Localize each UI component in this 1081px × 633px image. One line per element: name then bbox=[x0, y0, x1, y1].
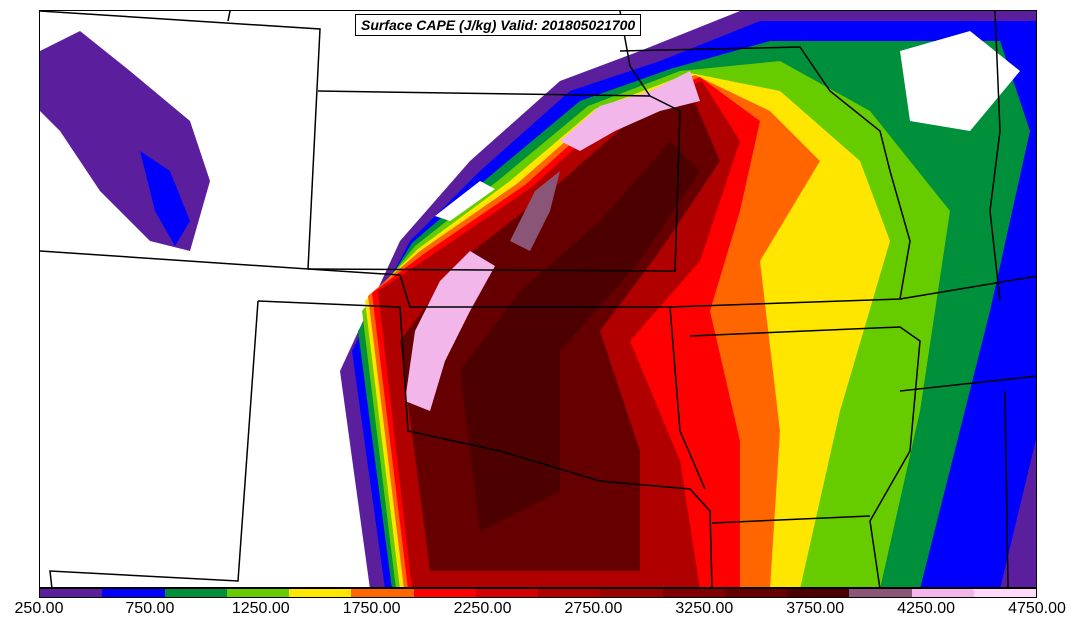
colorbar-swatch bbox=[226, 589, 289, 597]
colorbar-swatch bbox=[787, 589, 850, 597]
border-line-3 bbox=[257, 300, 713, 587]
map-title: Surface CAPE (J/kg) Valid: 201805021700 bbox=[355, 14, 642, 36]
colorbar-swatch bbox=[40, 589, 103, 597]
border-line-5 bbox=[307, 268, 1036, 308]
cape-contours bbox=[40, 11, 1036, 587]
border-line-4 bbox=[49, 300, 259, 587]
cape-gap-northeast bbox=[900, 31, 1020, 131]
colorbar-swatch bbox=[662, 589, 725, 597]
colorbar bbox=[39, 588, 1037, 598]
colorbar-labels: 250.00 750.00 1250.00 1750.00 2250.00 2750.00… bbox=[0, 600, 1081, 624]
border-line-8 bbox=[619, 46, 911, 300]
cape-patch-northwest-blue bbox=[140, 151, 190, 246]
cape-max-pink-west bbox=[405, 251, 495, 411]
colorbar-tick-label: 250.00 bbox=[14, 600, 64, 617]
cape-band-deepmaroon bbox=[460, 141, 700, 531]
colorbar-swatch bbox=[351, 589, 414, 597]
cape-field-and-borders bbox=[40, 11, 1036, 587]
colorbar-swatch bbox=[164, 589, 227, 597]
colorbar-swatch bbox=[973, 589, 1036, 597]
cape-max-mauve bbox=[510, 171, 560, 251]
colorbar-swatch bbox=[724, 589, 787, 597]
colorbar-swatch bbox=[289, 589, 352, 597]
border-line-6 bbox=[669, 306, 706, 490]
cape-max-pink-north bbox=[560, 71, 700, 151]
colorbar-swatch bbox=[413, 589, 476, 597]
border-line-14 bbox=[227, 11, 231, 22]
border-line-11 bbox=[899, 375, 1036, 392]
cape-gap-mid bbox=[435, 181, 495, 221]
colorbar-swatch bbox=[102, 589, 165, 597]
colorbar-tick-label: 3750.00 bbox=[786, 600, 845, 617]
border-line-12 bbox=[989, 11, 1001, 302]
colorbar-swatch bbox=[849, 589, 912, 597]
colorbar-tick-label: 2750.00 bbox=[564, 600, 623, 617]
colorbar-tick-label: 2250.00 bbox=[453, 600, 512, 617]
border-line-13 bbox=[1004, 390, 1009, 587]
colorbar-tick-label: 3250.00 bbox=[675, 600, 734, 617]
colorbar-tick-label: 750.00 bbox=[125, 600, 175, 617]
colorbar-swatch bbox=[475, 589, 538, 597]
colorbar-tick-label: 4250.00 bbox=[897, 600, 956, 617]
colorbar-tick-label: 1750.00 bbox=[342, 600, 401, 617]
border-line-10 bbox=[711, 515, 871, 524]
colorbar-swatch bbox=[538, 589, 601, 597]
border-line-2 bbox=[307, 90, 681, 272]
colorbar-tick-label: 1250.00 bbox=[231, 600, 290, 617]
colorbar-swatch bbox=[911, 589, 974, 597]
colorbar-tick-label: 4750.00 bbox=[1008, 600, 1066, 617]
cape-map bbox=[39, 10, 1037, 588]
border-line-9 bbox=[689, 326, 921, 587]
border-line-1 bbox=[40, 11, 321, 270]
state-borders bbox=[40, 11, 1036, 587]
colorbar-swatch bbox=[600, 589, 663, 597]
